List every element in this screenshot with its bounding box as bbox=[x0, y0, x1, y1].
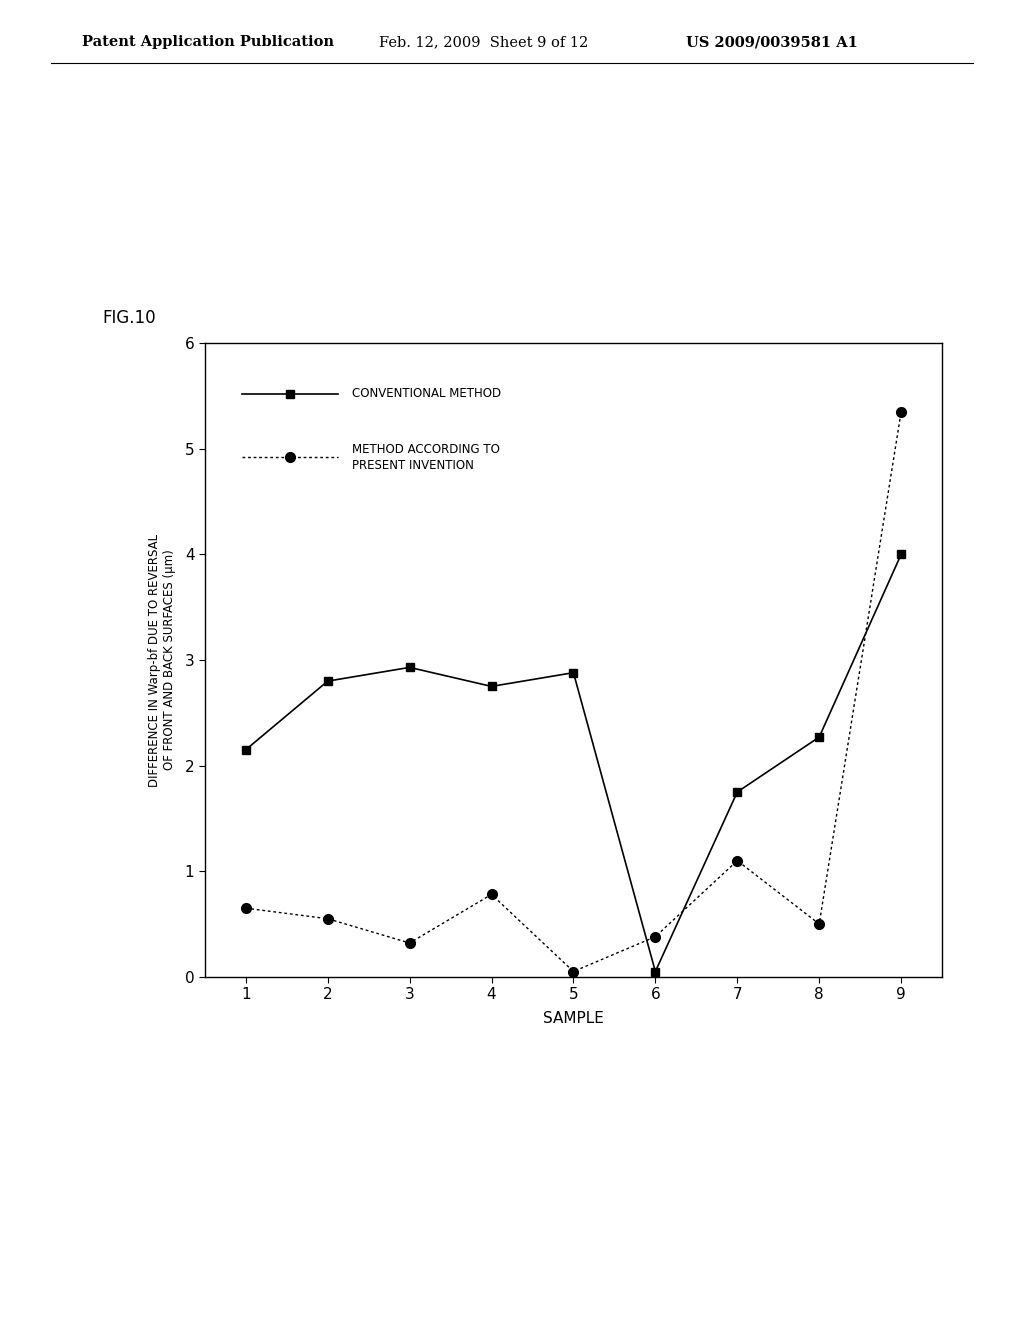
Text: CONVENTIONAL METHOD: CONVENTIONAL METHOD bbox=[352, 387, 502, 400]
Point bbox=[172, 882, 184, 898]
Point bbox=[172, 871, 184, 887]
Text: METHOD ACCORDING TO
PRESENT INVENTION: METHOD ACCORDING TO PRESENT INVENTION bbox=[352, 442, 500, 471]
Point bbox=[162, 871, 174, 887]
Text: US 2009/0039581 A1: US 2009/0039581 A1 bbox=[686, 36, 858, 49]
Text: Patent Application Publication: Patent Application Publication bbox=[82, 36, 334, 49]
Y-axis label: DIFFERENCE IN Warp-bf DUE TO REVERSAL
OF FRONT AND BACK SURFACES (μm): DIFFERENCE IN Warp-bf DUE TO REVERSAL OF… bbox=[148, 533, 176, 787]
Point bbox=[162, 882, 174, 898]
X-axis label: SAMPLE: SAMPLE bbox=[543, 1011, 604, 1026]
Text: FIG.10: FIG.10 bbox=[102, 309, 156, 327]
Text: Feb. 12, 2009  Sheet 9 of 12: Feb. 12, 2009 Sheet 9 of 12 bbox=[379, 36, 588, 49]
